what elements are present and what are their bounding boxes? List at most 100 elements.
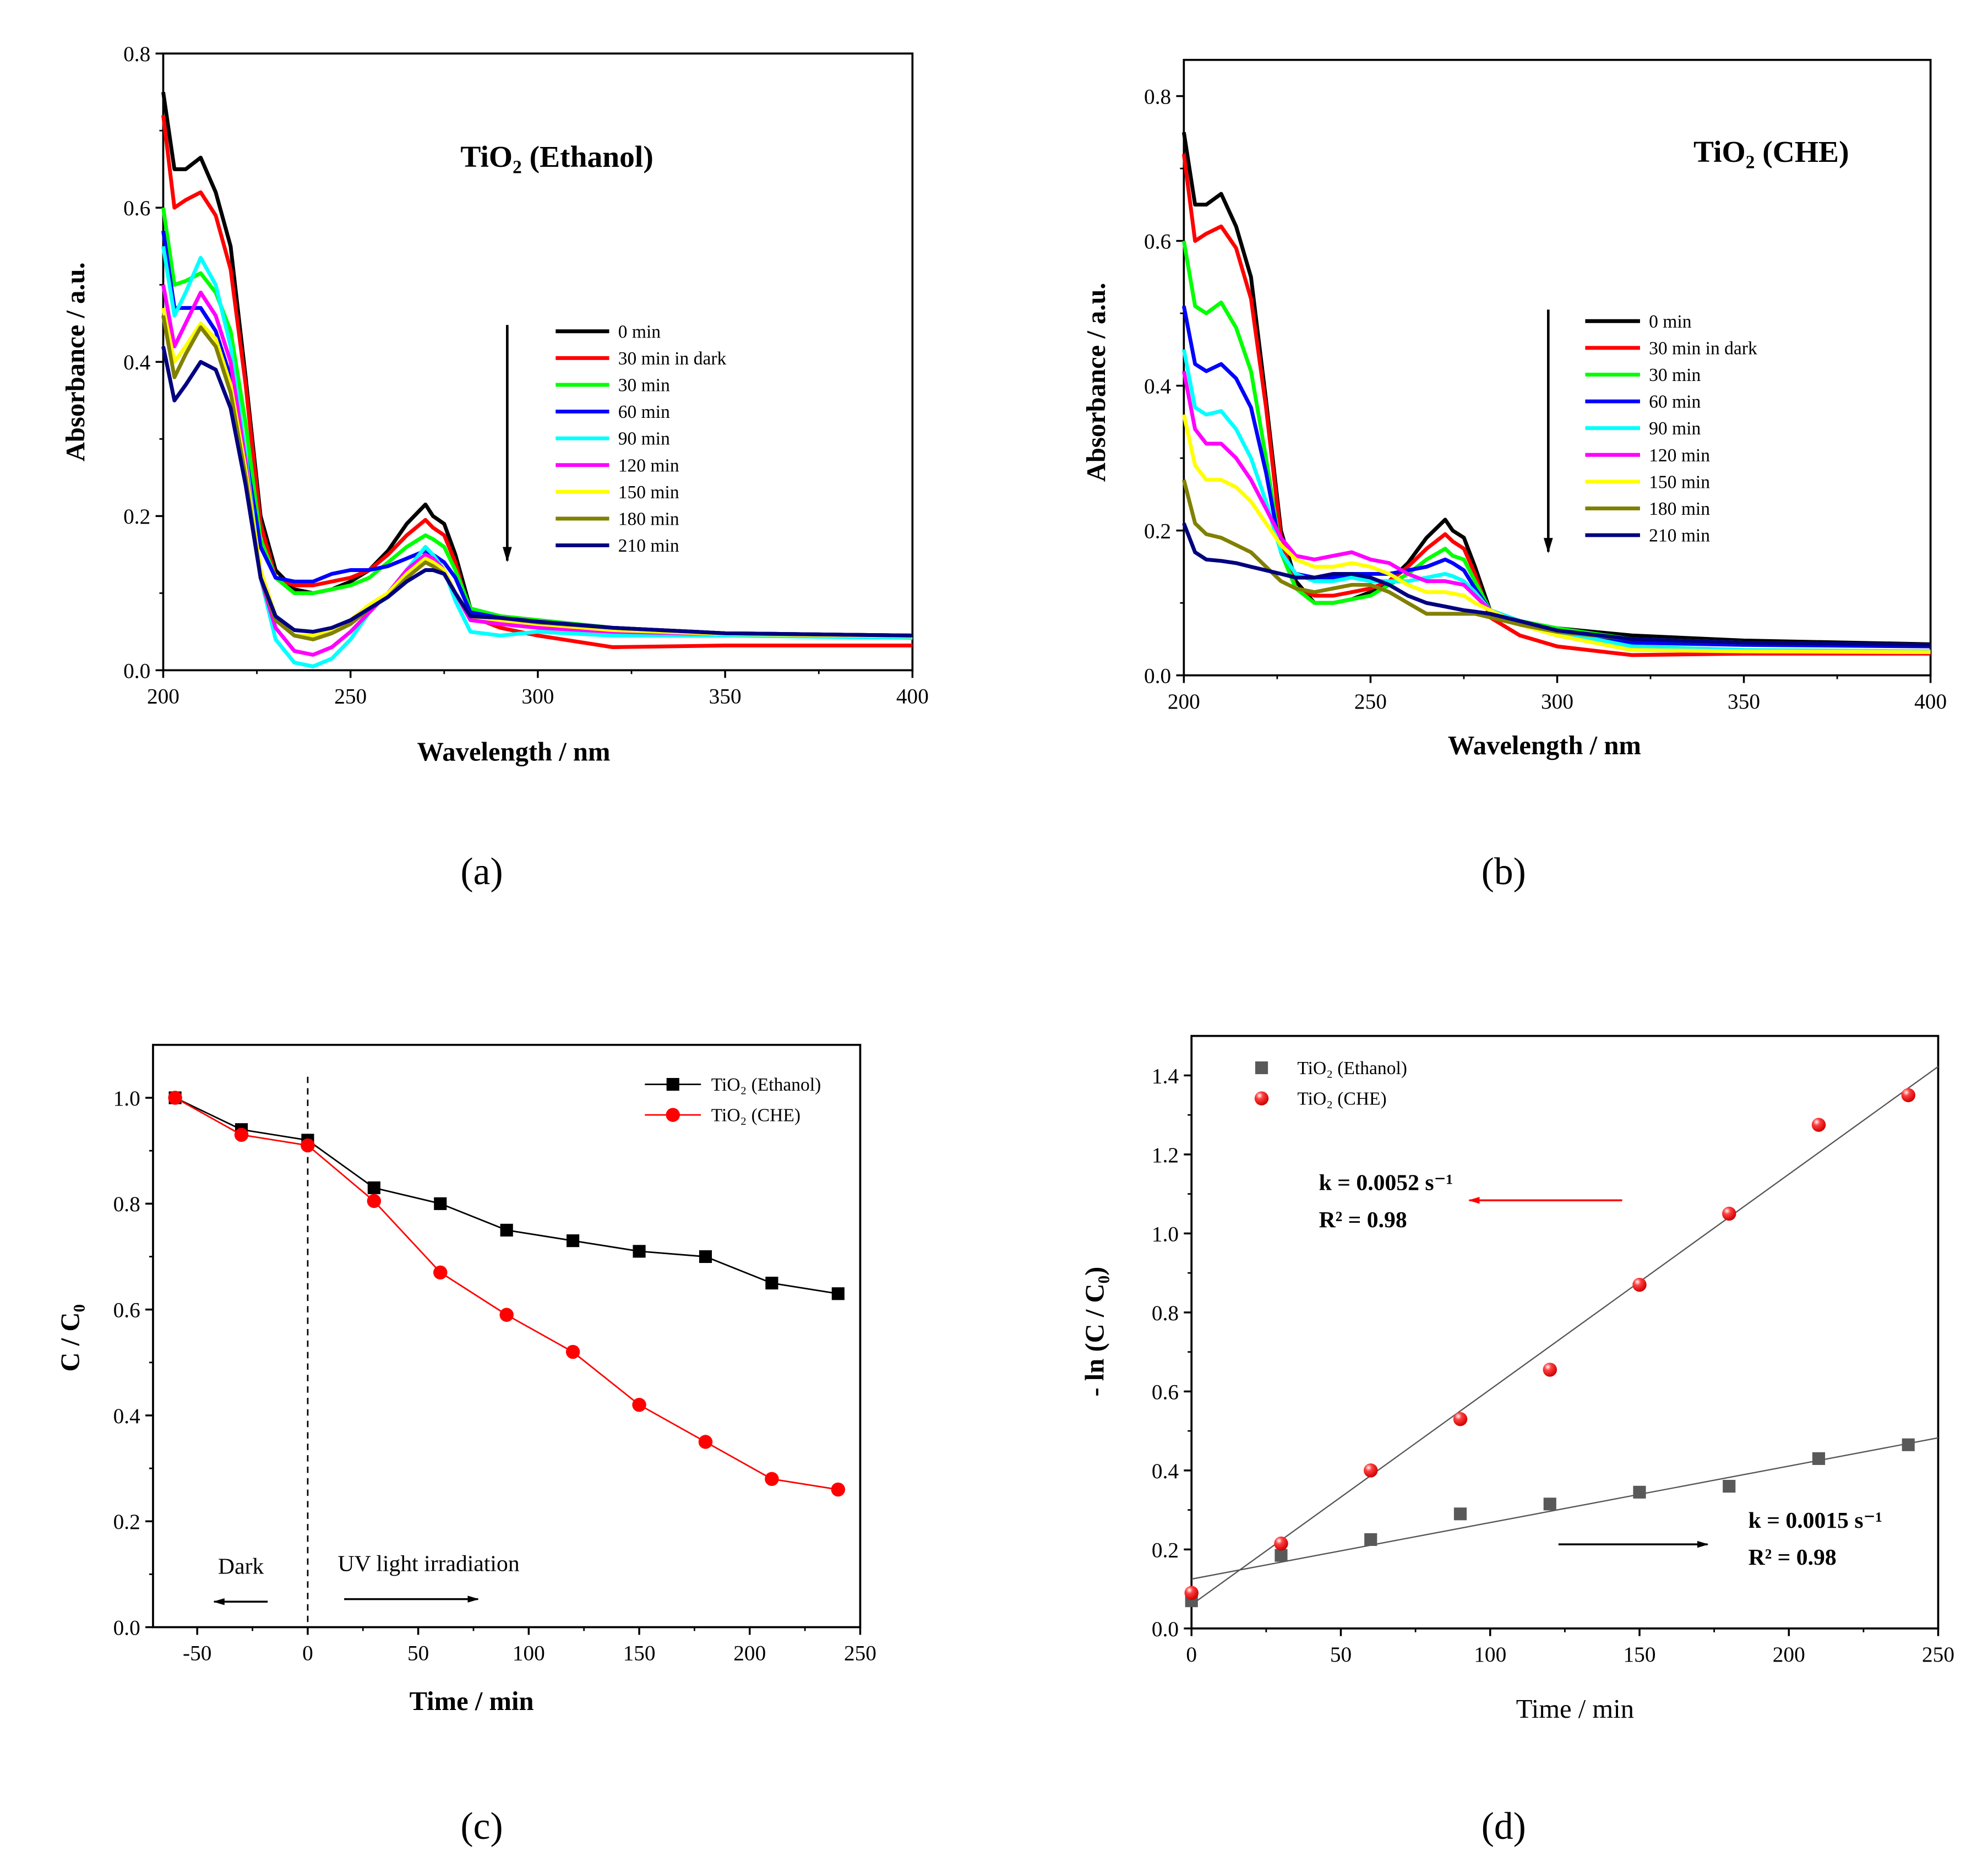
y-tick-label: 0.0	[123, 658, 150, 683]
x-tick-label: 200	[733, 1641, 766, 1665]
series-line	[161, 230, 913, 638]
data-point-square	[1364, 1533, 1377, 1546]
data-point-square	[1902, 1438, 1915, 1451]
x-axis-label: Time / min	[410, 1686, 534, 1716]
data-point-circle	[1184, 1586, 1199, 1600]
data-point-circle	[1274, 1536, 1288, 1551]
data-point-circle	[499, 1308, 514, 1322]
y-tick-label: 0.8	[123, 42, 150, 66]
data-point-circle	[698, 1435, 713, 1449]
x-tick-label: 100	[513, 1641, 545, 1665]
series-line	[161, 307, 913, 639]
legend-marker-square	[666, 1078, 679, 1091]
y-tick-label: 1.0	[113, 1086, 140, 1110]
x-tick-label: 300	[1541, 689, 1573, 714]
panel-label: (a)	[461, 851, 503, 893]
legend-label: 30 min in dark	[1649, 338, 1757, 358]
panel-a-absorbance-ethanol: TiO₂ (Ethanol) Wavelength / nm Absorbanc…	[61, 42, 929, 893]
legend-label: 90 min	[1649, 418, 1701, 439]
legend-label: TiO₂ (Ethanol)	[711, 1075, 821, 1095]
plot-frame	[152, 1044, 862, 1629]
y-tick-label: 0.0	[113, 1615, 140, 1640]
legend-label: 180 min	[618, 509, 679, 530]
x-tick-label: 100	[1474, 1642, 1506, 1667]
series-line	[1181, 479, 1931, 647]
y-tick-label: 0.6	[1152, 1380, 1179, 1404]
y-tick-label: 0.4	[113, 1404, 140, 1428]
legend-label: 30 min	[1649, 365, 1701, 385]
data-point-circle	[433, 1265, 448, 1280]
series-line	[1181, 414, 1931, 655]
legend-label: 0 min	[618, 322, 661, 342]
data-point-square	[831, 1287, 845, 1300]
x-tick-label: 300	[521, 684, 554, 709]
panel-label: (d)	[1482, 1805, 1526, 1848]
data-point-circle	[565, 1344, 580, 1359]
data-point-circle	[1453, 1412, 1468, 1426]
x-tick-label: 200	[1773, 1642, 1805, 1667]
x-tick-label: 250	[844, 1641, 876, 1665]
legend-label: 60 min	[1649, 392, 1701, 412]
x-tick-label: 400	[1914, 689, 1947, 714]
panel-b-absorbance-che: TiO₂ (CHE) Wavelength / nm Absorbance / …	[1081, 58, 1947, 893]
x-tick-label: -50	[183, 1641, 211, 1665]
data-point-square	[1812, 1452, 1826, 1465]
x-tick-label: 250	[1922, 1642, 1954, 1667]
series-line	[175, 1097, 838, 1295]
data-point-circle	[1901, 1088, 1915, 1103]
series-line	[1181, 154, 1931, 657]
che-r-squared: R² = 0.98	[1319, 1207, 1407, 1233]
series-line	[1181, 306, 1931, 649]
series-line	[161, 315, 913, 641]
x-tick-label: 150	[623, 1641, 656, 1665]
y-axis-label: C / C₀	[56, 1304, 85, 1372]
series-line	[1181, 371, 1931, 655]
data-point-square	[500, 1223, 513, 1237]
data-point-circle	[1632, 1277, 1647, 1292]
y-tick-label: 0.2	[123, 504, 150, 529]
data-point-square	[1543, 1497, 1556, 1511]
y-tick-label: 0.6	[1144, 229, 1171, 253]
data-point-circle	[1543, 1363, 1557, 1377]
x-axis-label: Time / min	[1516, 1694, 1634, 1724]
y-tick-label: 1.2	[1152, 1143, 1179, 1167]
panel-label: (b)	[1482, 851, 1526, 893]
data-point-square	[699, 1250, 712, 1264]
series-line	[1181, 349, 1931, 653]
legend-label: 150 min	[1649, 472, 1710, 492]
ethanol-rate-constant: k = 0.0015 s⁻¹	[1749, 1508, 1882, 1533]
data-point-circle	[831, 1482, 846, 1497]
y-tick-label: 0.4	[1144, 374, 1171, 398]
legend-label: 30 min	[618, 375, 670, 396]
data-point-circle	[765, 1472, 779, 1486]
ethanol-r-squared: R² = 0.98	[1749, 1545, 1837, 1570]
legend-label: 90 min	[618, 429, 670, 449]
x-tick-label: 0	[1186, 1642, 1197, 1667]
data-point-square	[434, 1197, 447, 1210]
y-tick-label: 0.2	[1152, 1538, 1179, 1562]
data-point-circle	[301, 1138, 315, 1153]
y-tick-label: 0.4	[1152, 1459, 1179, 1483]
y-tick-label: 0.2	[1144, 519, 1171, 543]
panel-c-concentration-ratio: Time / min C / C₀ Dark UV light irradiat…	[56, 1044, 876, 1848]
legend-label: 210 min	[618, 536, 679, 556]
plot-frame	[1190, 1034, 1940, 1630]
legend-label: TiO₂ (CHE)	[711, 1105, 800, 1126]
y-tick-label: 0.8	[1152, 1301, 1179, 1325]
legend-label: 120 min	[1649, 445, 1710, 466]
data-point-square	[367, 1181, 380, 1195]
x-tick-label: 350	[1728, 689, 1760, 714]
legend-marker-circle	[666, 1108, 680, 1122]
data-point-square	[765, 1276, 778, 1290]
x-tick-label: 400	[896, 684, 929, 709]
x-tick-label: 50	[407, 1641, 429, 1665]
panel-d-kinetics: Time / min - ln (C / C₀) k = 0.0052 s⁻¹ …	[1080, 1034, 1954, 1848]
y-axis-label: - ln (C / C₀)	[1080, 1267, 1110, 1397]
legend-label: 150 min	[618, 482, 679, 503]
data-point-square	[1275, 1549, 1288, 1562]
data-point-square	[1633, 1485, 1646, 1499]
legend-label: TiO₂ (CHE)	[1297, 1089, 1386, 1109]
y-tick-label: 0.0	[1144, 664, 1171, 688]
y-tick-label: 1.4	[1152, 1064, 1179, 1088]
